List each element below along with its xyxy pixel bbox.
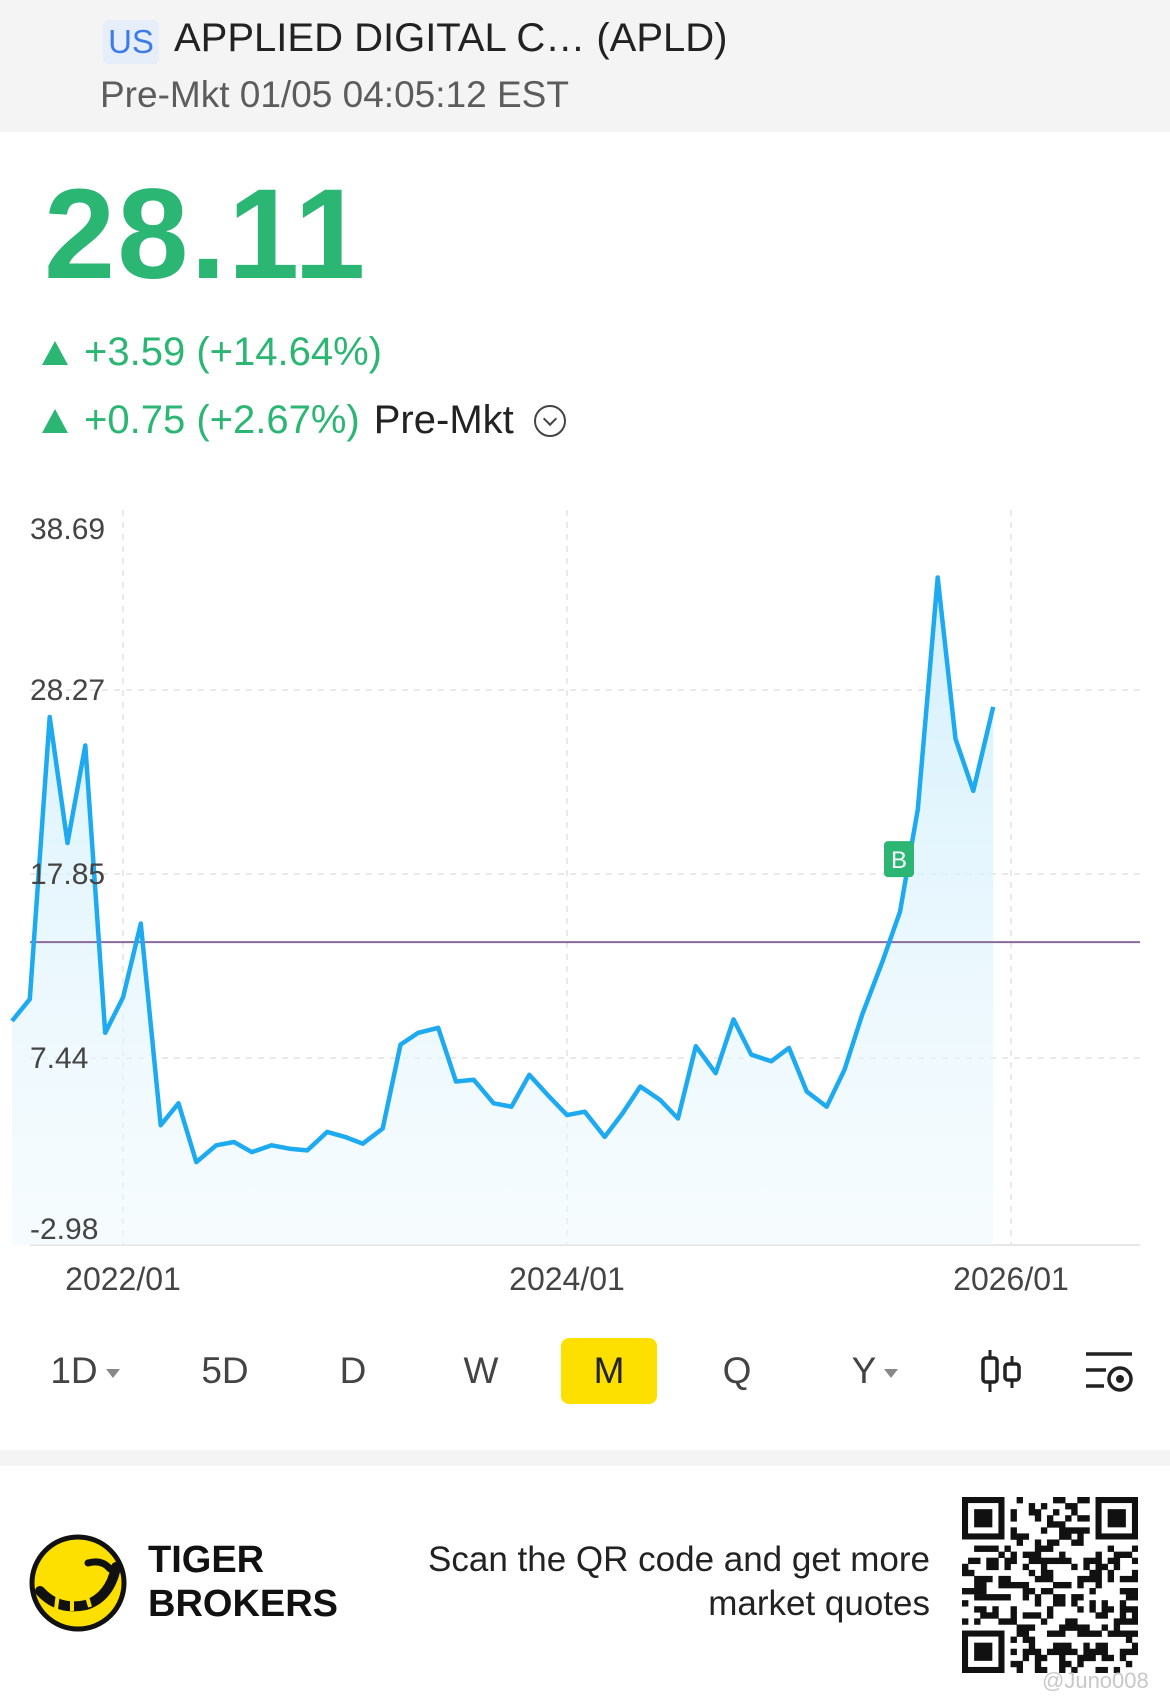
market-badge: US — [103, 20, 159, 64]
price-line — [10, 575, 996, 1165]
qr-call-to-action: Scan the QR code and get more market quo… — [428, 1540, 930, 1623]
timeframe-y[interactable]: Y — [830, 1338, 920, 1404]
x-tick-label: 2026/01 — [953, 1261, 1069, 1297]
section-divider — [0, 1450, 1170, 1466]
y-tick-label: 7.44 — [30, 1042, 88, 1075]
caret-down-icon — [884, 1368, 899, 1378]
premarket-change: +0.75 (+2.67%) — [84, 398, 360, 442]
day-change-row: +3.59 (+14.64%) — [42, 330, 382, 375]
candlestick-icon[interactable] — [976, 1346, 1026, 1396]
day-change: +3.59 (+14.64%) — [84, 330, 382, 374]
y-tick-label: 28.27 — [30, 674, 105, 707]
watermark: @Juno008 — [1042, 1668, 1149, 1693]
quote-header: US APPLIED DIGITAL C… (APLD) Pre-Mkt 01/… — [0, 0, 1170, 132]
y-tick-label: 38.69 — [30, 513, 105, 546]
premarket-label: Pre-Mkt — [373, 398, 514, 442]
last-price: 28.11 — [44, 163, 368, 306]
buy-marker-label: B — [891, 847, 907, 874]
y-tick-label: 17.85 — [30, 858, 105, 891]
brand-name: TIGER BROKERS — [148, 1539, 339, 1625]
x-tick-label: 2022/01 — [65, 1261, 181, 1297]
timeframe-d[interactable]: D — [339, 1350, 367, 1391]
tiger-brokers-logo — [29, 1534, 127, 1632]
x-axis: 2022/01 2024/01 2026/01 — [65, 1261, 1069, 1297]
timeframe-q[interactable]: Q — [722, 1350, 752, 1391]
qr-code[interactable] — [962, 1497, 1138, 1673]
caret-down-icon — [105, 1368, 120, 1378]
chevron-down-icon[interactable] — [533, 404, 566, 437]
session-status: Pre-Mkt 01/05 04:05:12 EST — [100, 74, 569, 115]
timeframe-selector: 1D 5D D W M Q Y — [0, 1338, 1170, 1408]
y-axis: 38.69 28.27 17.85 7.44 -2.98 — [30, 513, 105, 1246]
company-title[interactable]: APPLIED DIGITAL C… (APLD) — [174, 16, 728, 60]
chart-settings-icon[interactable] — [1082, 1346, 1136, 1396]
buy-marker-badge[interactable] — [884, 841, 914, 878]
timeframe-5d[interactable]: 5D — [201, 1350, 249, 1391]
x-tick-label: 2024/01 — [509, 1261, 625, 1297]
timeframe-m[interactable]: M — [561, 1338, 657, 1404]
timeframe-w[interactable]: W — [463, 1350, 499, 1391]
timeframe-1d[interactable]: 1D — [40, 1338, 130, 1404]
buy-marker[interactable]: B — [884, 841, 914, 878]
premarket-change-row[interactable]: +0.75 (+2.67%) Pre-Mkt — [42, 398, 566, 443]
price-area — [12, 577, 994, 1245]
y-tick-label: -2.98 — [30, 1213, 98, 1246]
up-arrow-icon — [42, 340, 68, 365]
up-arrow-icon — [42, 408, 68, 433]
